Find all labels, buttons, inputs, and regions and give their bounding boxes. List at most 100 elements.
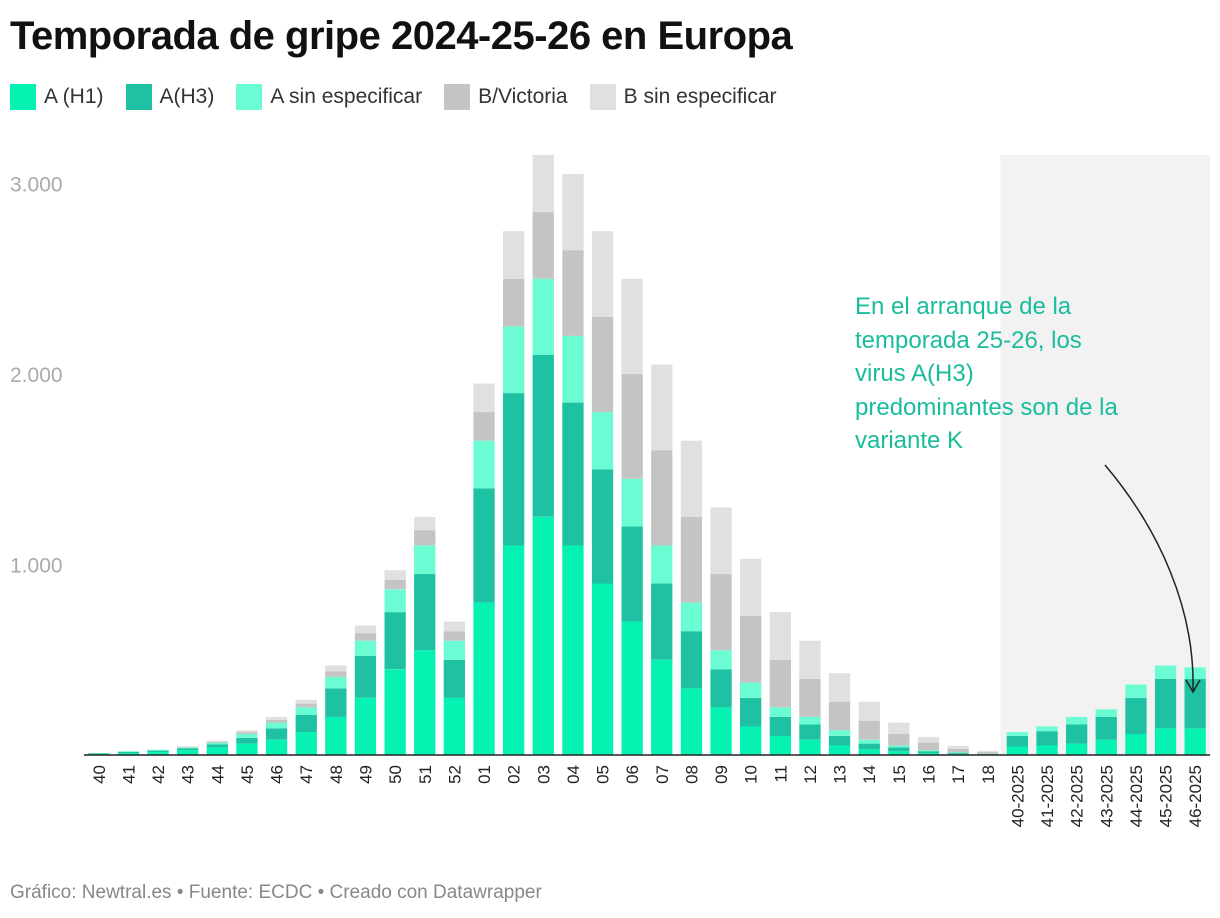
bar-segment bbox=[354, 697, 377, 755]
bar-segment bbox=[917, 753, 940, 755]
bar-segment bbox=[977, 750, 999, 752]
x-tick-label: 18 bbox=[979, 765, 998, 784]
bar-segment bbox=[710, 507, 732, 575]
bar-segment bbox=[236, 734, 258, 738]
bar-segment bbox=[769, 659, 791, 708]
bar-segment bbox=[740, 615, 762, 683]
x-tick-label: 16 bbox=[920, 765, 939, 784]
bar-segment bbox=[828, 730, 851, 736]
bar-segment bbox=[1095, 739, 1117, 755]
x-tick-label: 45 bbox=[238, 765, 257, 784]
bar-segment bbox=[295, 732, 317, 755]
bar-segment bbox=[740, 558, 762, 616]
bar-segment bbox=[888, 747, 910, 752]
bar-segment bbox=[680, 602, 703, 632]
bar-segment bbox=[769, 707, 791, 717]
bar-segment bbox=[295, 707, 317, 715]
bar-segment bbox=[651, 659, 673, 756]
x-tick-label: 11 bbox=[771, 765, 790, 783]
bar-segment bbox=[354, 625, 377, 634]
bar-segment bbox=[769, 736, 791, 755]
bar-segment bbox=[414, 650, 436, 755]
bar-segment bbox=[325, 716, 347, 755]
bar-segment bbox=[443, 631, 465, 641]
bar-segment bbox=[206, 747, 228, 755]
y-tick-label: 2.000 bbox=[10, 364, 63, 387]
bar-segment bbox=[532, 212, 554, 279]
annotation-text: En el arranque de la temporada 25-26, lo… bbox=[855, 293, 1118, 454]
bar-segment bbox=[443, 640, 465, 660]
bar-segment bbox=[147, 752, 169, 755]
bar-segment bbox=[177, 746, 199, 748]
bar-segment bbox=[473, 488, 495, 603]
bar-segment bbox=[1095, 709, 1117, 717]
bar-segment bbox=[740, 697, 762, 727]
bar-segment bbox=[858, 743, 880, 750]
bar-segment bbox=[828, 736, 851, 746]
annotation-arrowhead bbox=[1185, 679, 1201, 694]
bar-segment bbox=[858, 749, 880, 755]
bar-segment bbox=[947, 745, 969, 749]
bar-segment bbox=[532, 278, 554, 355]
x-tick-label: 41 bbox=[119, 765, 138, 784]
x-tick-label: 01 bbox=[475, 765, 494, 784]
bar-segment bbox=[710, 650, 732, 670]
bar-segment bbox=[384, 579, 406, 590]
bar-segment bbox=[473, 602, 495, 755]
bar-segment bbox=[769, 716, 791, 736]
bar-segment bbox=[443, 621, 465, 632]
bar-segment bbox=[473, 412, 495, 441]
bar-segment bbox=[295, 699, 317, 704]
bar-segment bbox=[265, 716, 288, 720]
bar-segment bbox=[799, 724, 821, 740]
bar-segment bbox=[710, 669, 732, 708]
bar-segment bbox=[325, 676, 347, 689]
legend-item-b-unspecified: B sin especificar bbox=[589, 84, 777, 110]
legend-swatch-a-h3 bbox=[125, 84, 152, 110]
bar-segment bbox=[1125, 734, 1147, 755]
bar-segment bbox=[917, 742, 940, 751]
bar-segment bbox=[799, 739, 821, 755]
bar-segment bbox=[295, 703, 317, 708]
bar-segment bbox=[591, 231, 614, 317]
annotation-arrow bbox=[1104, 464, 1194, 691]
bar-segment bbox=[325, 671, 347, 677]
bar-segment bbox=[591, 583, 614, 755]
bar-segment bbox=[414, 545, 436, 575]
bar-segment bbox=[562, 250, 584, 336]
bar-segment bbox=[236, 737, 258, 744]
x-tick-label: 04 bbox=[564, 765, 583, 784]
bar-segment bbox=[1006, 746, 1028, 755]
bar-segment bbox=[354, 640, 377, 656]
bar-segment bbox=[917, 750, 940, 752]
bar-segment bbox=[621, 621, 643, 755]
bar-segment bbox=[265, 728, 288, 740]
bar-segment bbox=[206, 740, 228, 742]
bar-segment bbox=[177, 748, 199, 751]
x-tick-label: 05 bbox=[594, 765, 613, 784]
bar-segment bbox=[888, 745, 910, 748]
bar-segment bbox=[532, 154, 554, 213]
x-tick-label: 17 bbox=[949, 765, 968, 784]
bar-segment bbox=[177, 747, 199, 749]
bar-segment bbox=[414, 574, 436, 651]
bar-segment bbox=[503, 231, 525, 279]
x-tick-label: 49 bbox=[357, 765, 376, 784]
legend-label-a-h1: A (H1) bbox=[44, 85, 104, 108]
bar-segment bbox=[621, 374, 643, 479]
bar-segment bbox=[443, 697, 465, 755]
legend-label-b-victoria: B/Victoria bbox=[478, 85, 568, 108]
bar-segment bbox=[295, 715, 317, 733]
bar-segment bbox=[1154, 678, 1177, 729]
bar-segment bbox=[177, 750, 199, 755]
bar-segment bbox=[206, 741, 228, 743]
bar-segment bbox=[651, 583, 673, 660]
bar-segment bbox=[621, 526, 643, 622]
legend-item-a-h3: A(H3) bbox=[125, 84, 214, 110]
bar-segment bbox=[562, 174, 584, 251]
bar-segment bbox=[651, 364, 673, 451]
bar-segment bbox=[414, 516, 436, 531]
bar-segment bbox=[473, 383, 495, 413]
legend-swatch-b-victoria bbox=[444, 84, 471, 110]
